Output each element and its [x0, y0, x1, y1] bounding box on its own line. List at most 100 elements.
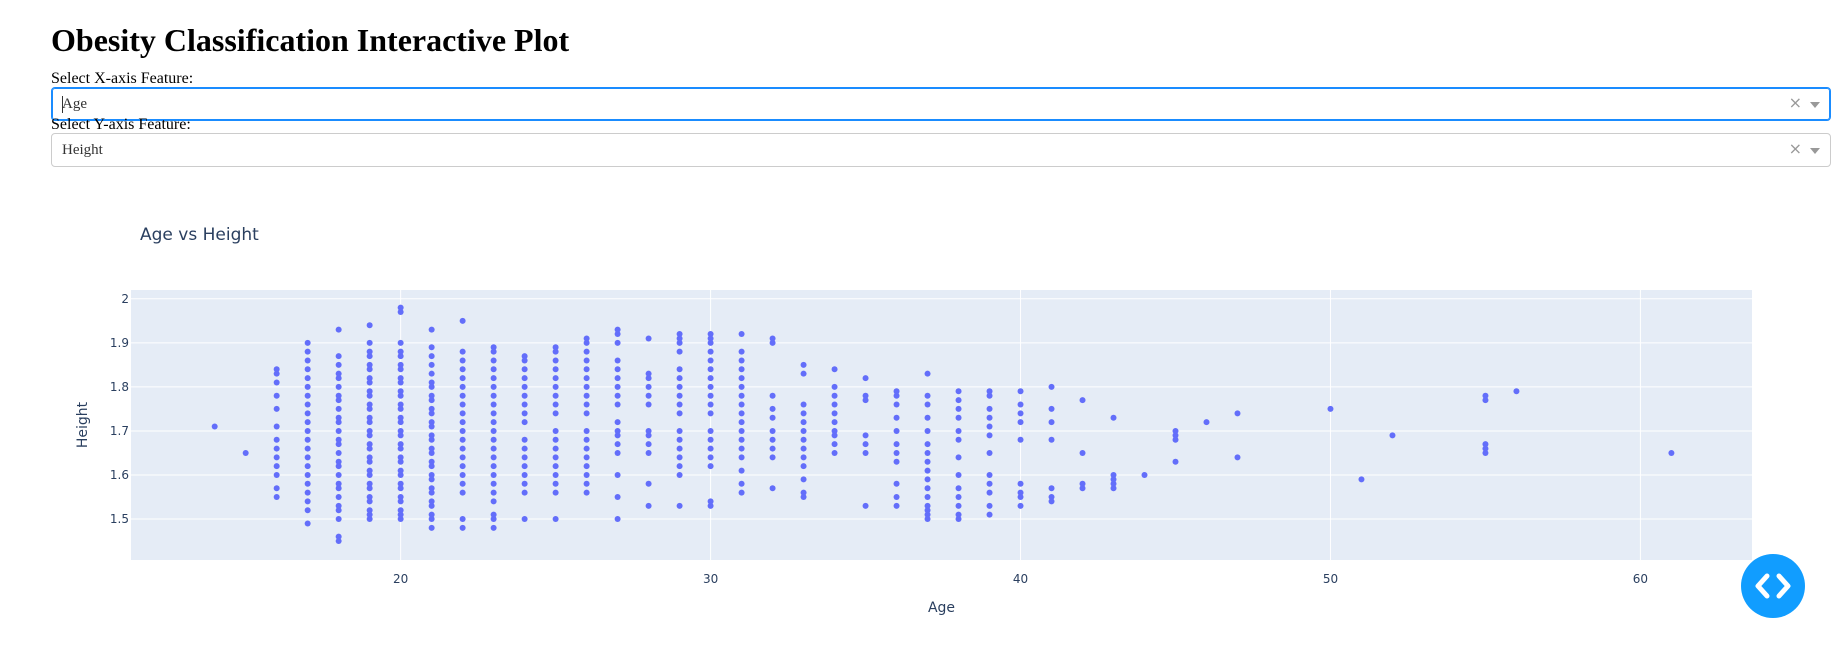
data-point[interactable] [397, 427, 404, 434]
data-point[interactable] [552, 401, 559, 408]
data-point[interactable] [1172, 432, 1179, 439]
data-point[interactable] [459, 366, 466, 373]
data-point[interactable] [614, 494, 621, 501]
data-point[interactable] [645, 449, 652, 456]
data-point[interactable] [459, 454, 466, 461]
data-point[interactable] [335, 405, 342, 412]
data-point[interactable] [397, 432, 404, 439]
data-point[interactable] [707, 502, 714, 509]
x-axis-dropdown[interactable]: Age × [51, 87, 1831, 121]
data-point[interactable] [924, 370, 931, 377]
data-point[interactable] [304, 357, 311, 364]
data-point[interactable] [707, 498, 714, 505]
data-point[interactable] [397, 414, 404, 421]
data-point[interactable] [1048, 485, 1055, 492]
data-point[interactable] [490, 511, 497, 518]
data-point[interactable] [1079, 480, 1086, 487]
data-point[interactable] [521, 445, 528, 452]
data-point[interactable] [645, 502, 652, 509]
data-point[interactable] [428, 353, 435, 360]
data-point[interactable] [800, 445, 807, 452]
data-point[interactable] [428, 458, 435, 465]
data-point[interactable] [490, 410, 497, 417]
data-point[interactable] [304, 419, 311, 426]
data-point[interactable] [676, 445, 683, 452]
data-point[interactable] [831, 366, 838, 373]
data-point[interactable] [397, 498, 404, 505]
data-point[interactable] [738, 331, 745, 338]
data-point[interactable] [490, 454, 497, 461]
data-point[interactable] [614, 383, 621, 390]
data-point[interactable] [273, 436, 280, 443]
data-point[interactable] [428, 449, 435, 456]
data-point[interactable] [366, 414, 373, 421]
data-point[interactable] [428, 344, 435, 351]
data-point[interactable] [645, 375, 652, 382]
data-point[interactable] [1110, 480, 1117, 487]
data-point[interactable] [335, 463, 342, 470]
data-point[interactable] [366, 507, 373, 514]
data-point[interactable] [1513, 388, 1520, 395]
data-point[interactable] [707, 392, 714, 399]
data-point[interactable] [490, 463, 497, 470]
data-point[interactable] [1048, 436, 1055, 443]
data-point[interactable] [304, 401, 311, 408]
data-point[interactable] [366, 366, 373, 373]
data-point[interactable] [955, 485, 962, 492]
data-point[interactable] [428, 410, 435, 417]
data-point[interactable] [707, 331, 714, 338]
data-point[interactable] [335, 458, 342, 465]
data-point[interactable] [986, 432, 993, 439]
data-point[interactable] [366, 454, 373, 461]
data-point[interactable] [397, 494, 404, 501]
data-point[interactable] [862, 432, 869, 439]
data-point[interactable] [366, 405, 373, 412]
data-point[interactable] [676, 463, 683, 470]
data-point[interactable] [707, 348, 714, 355]
data-point[interactable] [800, 489, 807, 496]
data-point[interactable] [738, 467, 745, 474]
x-axis-clear-icon[interactable]: × [1788, 93, 1802, 112]
data-point[interactable] [490, 524, 497, 531]
data-point[interactable] [831, 432, 838, 439]
data-point[interactable] [490, 392, 497, 399]
data-point[interactable] [490, 489, 497, 496]
data-point[interactable] [1017, 436, 1024, 443]
data-point[interactable] [800, 419, 807, 426]
data-point[interactable] [986, 449, 993, 456]
data-point[interactable] [676, 471, 683, 478]
data-point[interactable] [707, 436, 714, 443]
data-point[interactable] [614, 419, 621, 426]
data-point[interactable] [459, 383, 466, 390]
data-point[interactable] [273, 485, 280, 492]
data-point[interactable] [707, 463, 714, 470]
data-point[interactable] [1048, 383, 1055, 390]
data-point[interactable] [428, 485, 435, 492]
data-point[interactable] [459, 410, 466, 417]
data-point[interactable] [304, 463, 311, 470]
data-point[interactable] [335, 427, 342, 434]
data-point[interactable] [335, 383, 342, 390]
data-point[interactable] [583, 335, 590, 342]
data-point[interactable] [738, 419, 745, 426]
data-point[interactable] [366, 427, 373, 434]
data-point[interactable] [304, 520, 311, 527]
data-point[interactable] [893, 502, 900, 509]
data-point[interactable] [583, 348, 590, 355]
data-point[interactable] [583, 383, 590, 390]
data-point[interactable] [676, 427, 683, 434]
data-point[interactable] [521, 366, 528, 373]
data-point[interactable] [769, 485, 776, 492]
data-point[interactable] [986, 471, 993, 478]
data-point[interactable] [1172, 427, 1179, 434]
data-point[interactable] [397, 480, 404, 487]
data-point[interactable] [645, 370, 652, 377]
data-point[interactable] [428, 405, 435, 412]
data-point[interactable] [893, 494, 900, 501]
data-point[interactable] [769, 335, 776, 342]
data-point[interactable] [707, 339, 714, 346]
data-point[interactable] [676, 339, 683, 346]
data-point[interactable] [397, 485, 404, 492]
data-point[interactable] [428, 476, 435, 483]
data-point[interactable] [986, 511, 993, 518]
